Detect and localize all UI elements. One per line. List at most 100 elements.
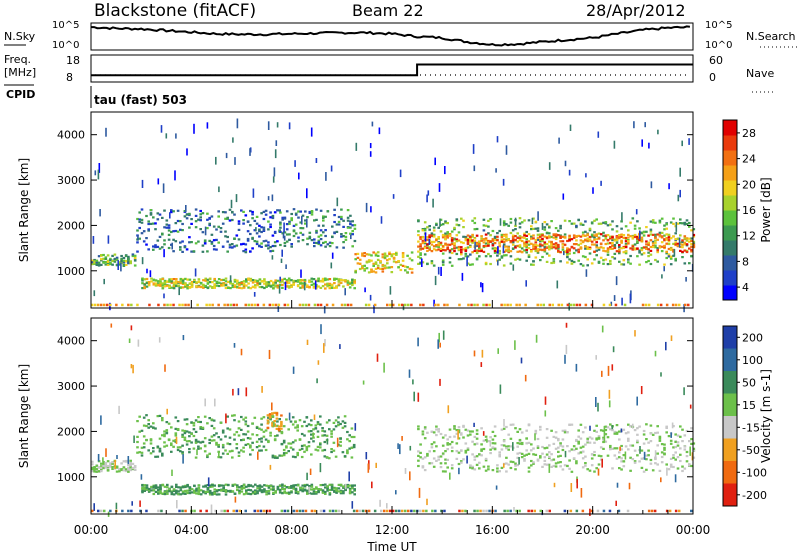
echo-cell xyxy=(550,244,553,247)
near-range-cell xyxy=(476,303,479,307)
echo-cell xyxy=(351,220,354,223)
x-tick-label: 08:00 xyxy=(274,523,309,537)
echo-cell xyxy=(315,241,318,245)
echo-cell xyxy=(446,234,449,237)
echo-cell xyxy=(316,445,320,448)
echo-cell xyxy=(273,455,277,458)
echo-cell xyxy=(498,453,501,456)
echo-cell xyxy=(676,434,680,437)
echo-cell xyxy=(156,245,160,248)
echo-cell xyxy=(642,252,646,255)
echo-cell xyxy=(604,425,608,428)
echo-cell xyxy=(186,491,189,495)
echo-cell xyxy=(346,430,349,434)
echo-cell xyxy=(480,248,483,251)
near-range-cell xyxy=(530,509,533,513)
echo-cell xyxy=(392,260,396,263)
echo-cell xyxy=(161,246,164,249)
echo-cell xyxy=(532,263,535,266)
echo-cell xyxy=(435,249,438,252)
near-range-cell xyxy=(121,509,124,513)
scatter-cell xyxy=(245,387,248,397)
echo-cell xyxy=(322,224,325,227)
echo-cell xyxy=(561,246,565,249)
echo-cell xyxy=(246,443,250,446)
echo-cell xyxy=(308,285,311,288)
echo-cell xyxy=(301,490,304,493)
echo-cell xyxy=(520,239,524,243)
echo-cell xyxy=(262,226,266,229)
echo-cell xyxy=(292,283,295,286)
echo-cell xyxy=(620,240,623,243)
echo-cell xyxy=(395,253,398,256)
echo-cell xyxy=(127,260,130,263)
echo-cell xyxy=(274,490,277,493)
echo-cell xyxy=(102,461,105,464)
echo-cell xyxy=(276,209,279,212)
echo-cell xyxy=(559,251,562,254)
echo-cell xyxy=(627,423,630,426)
echo-cell xyxy=(290,285,293,288)
scatter-cell xyxy=(570,483,573,492)
echo-cell xyxy=(525,230,528,234)
echo-cell xyxy=(453,242,456,245)
echo-cell xyxy=(224,493,228,496)
echo-cell xyxy=(269,488,273,491)
echo-cell xyxy=(213,285,216,288)
echo-cell xyxy=(590,464,594,467)
echo-cell xyxy=(145,424,148,428)
near-range-cell xyxy=(401,509,404,513)
echo-cell xyxy=(498,241,501,244)
scatter-cell xyxy=(308,486,311,494)
echo-cell xyxy=(287,442,290,445)
near-range-cell xyxy=(566,303,570,307)
echo-cell xyxy=(563,233,567,236)
echo-cell xyxy=(212,419,216,422)
echo-cell xyxy=(296,280,300,283)
echo-cell xyxy=(520,251,524,254)
echo-cell xyxy=(185,430,189,433)
echo-cell xyxy=(435,223,438,226)
near-range-cell xyxy=(256,509,260,513)
scatter-cell xyxy=(537,211,539,221)
scatter-cell xyxy=(535,334,538,343)
echo-cell xyxy=(349,214,352,217)
echo-cell xyxy=(183,418,187,421)
echo-cell xyxy=(437,430,440,433)
echo-cell xyxy=(509,221,513,224)
echo-cell xyxy=(102,467,105,470)
echo-cell xyxy=(484,224,488,227)
near-range-cell xyxy=(590,509,594,513)
echo-cell xyxy=(548,254,551,257)
scatter-cell xyxy=(389,286,392,295)
echo-cell xyxy=(292,234,296,238)
echo-cell xyxy=(500,240,504,243)
echo-cell xyxy=(457,231,461,234)
echo-cell xyxy=(446,448,449,451)
echo-cell xyxy=(147,490,151,493)
scatter-cell xyxy=(103,278,105,285)
scatter-cell xyxy=(383,362,385,373)
echo-cell xyxy=(166,492,169,495)
scatter-cell xyxy=(480,362,483,367)
echo-cell xyxy=(227,483,230,486)
echo-cell xyxy=(255,222,259,225)
near-range-cell xyxy=(458,509,461,513)
echo-cell xyxy=(419,243,422,246)
echo-cell xyxy=(446,458,449,461)
echo-cell xyxy=(674,232,677,235)
echo-cell xyxy=(410,268,414,271)
echo-cell xyxy=(313,245,316,248)
echo-cell xyxy=(163,430,166,433)
echo-cell xyxy=(588,247,592,250)
scatter-cell xyxy=(240,348,243,356)
echo-cell xyxy=(129,469,132,472)
echo-cell xyxy=(305,449,309,452)
scatter-cell xyxy=(315,158,318,163)
scatter-cell xyxy=(236,118,239,129)
echo-cell xyxy=(190,285,194,288)
echo-cell xyxy=(260,489,264,492)
colorbar-tick-label: 200 xyxy=(742,331,763,344)
near-range-cell xyxy=(259,509,263,513)
echo-cell xyxy=(518,226,522,229)
